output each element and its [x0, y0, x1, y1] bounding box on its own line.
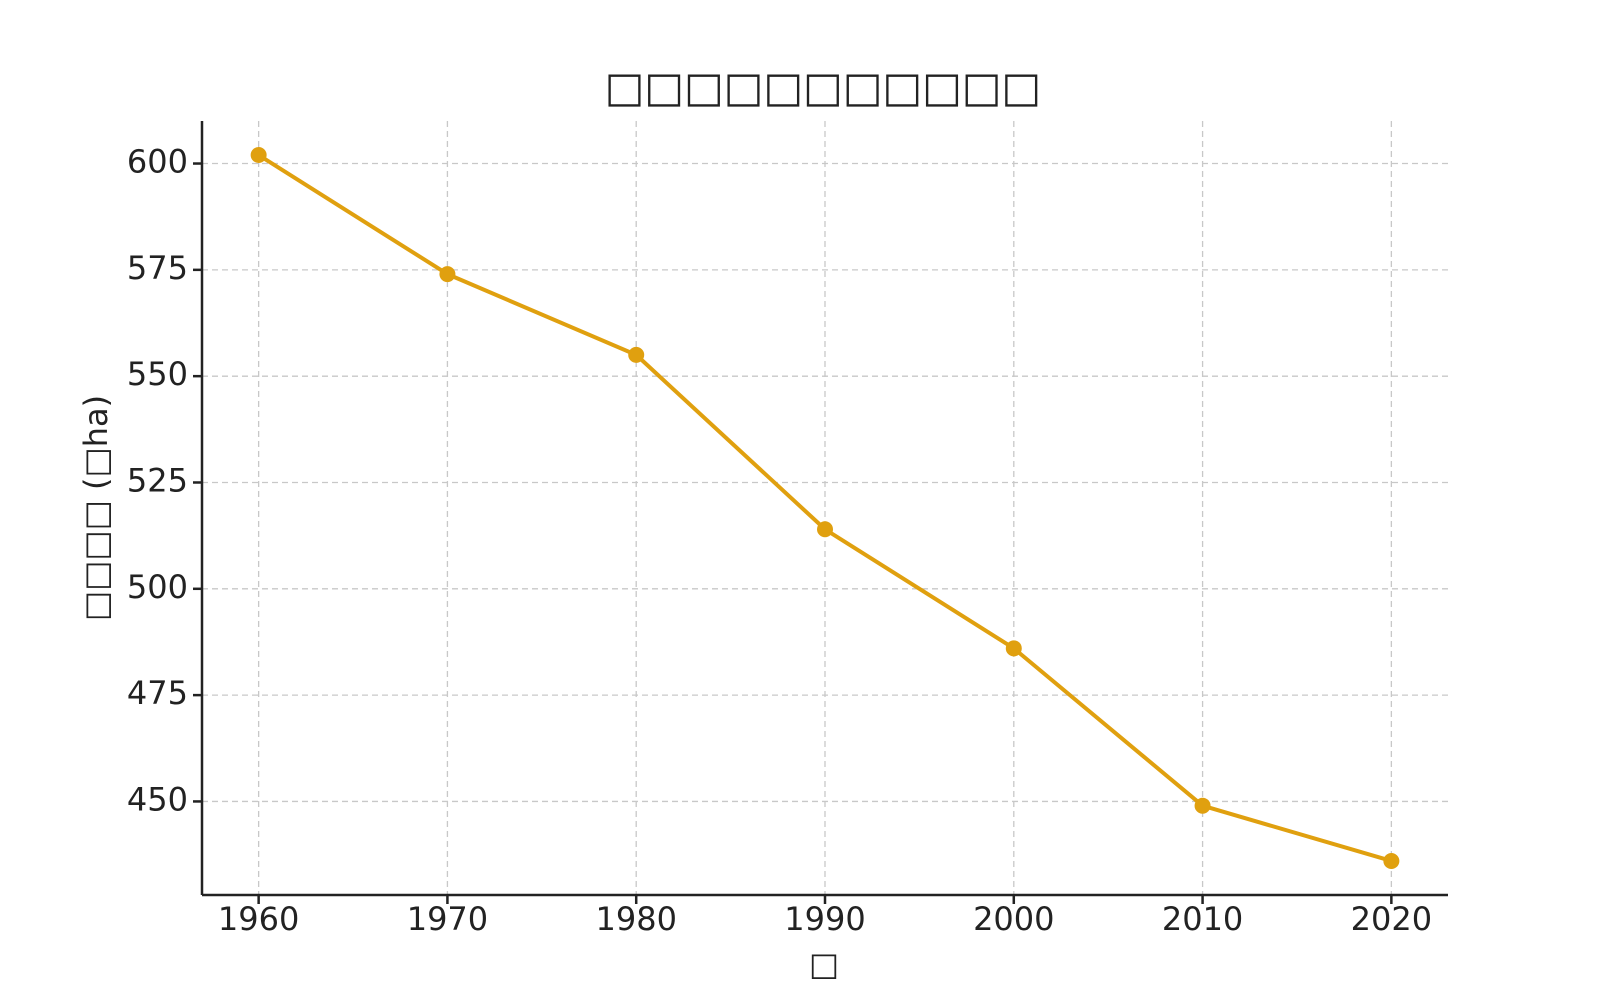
data-point [1005, 640, 1022, 657]
y-tick-label: 500 [127, 568, 188, 606]
x-tick-label: 2010 [1162, 900, 1243, 938]
y-tick-label: 450 [127, 780, 188, 818]
y-tick-label: 600 [127, 143, 188, 181]
chart-title: □□□□□□□□□□□ [605, 63, 1042, 112]
data-point [817, 521, 833, 538]
y-tick-label: 475 [127, 674, 188, 712]
data-point [250, 147, 267, 164]
x-tick-label: 1990 [784, 900, 865, 938]
data-point [439, 266, 456, 283]
y-tick-label: 525 [127, 461, 188, 499]
x-tick-label: 1970 [407, 900, 488, 938]
data-point [1194, 797, 1211, 814]
y-axis-label: □□□□ (□ha) [77, 395, 115, 621]
x-tick-label: 1980 [595, 900, 676, 938]
x-axis-label: □ [809, 945, 839, 983]
y-tick-label: 575 [127, 249, 188, 287]
x-tick-label: 1960 [218, 900, 299, 938]
y-tick-label: 550 [127, 355, 188, 393]
data-point [628, 346, 645, 363]
data-point [1383, 852, 1400, 869]
x-tick-label: 2020 [1351, 900, 1432, 938]
x-tick-label: 2000 [973, 900, 1054, 938]
